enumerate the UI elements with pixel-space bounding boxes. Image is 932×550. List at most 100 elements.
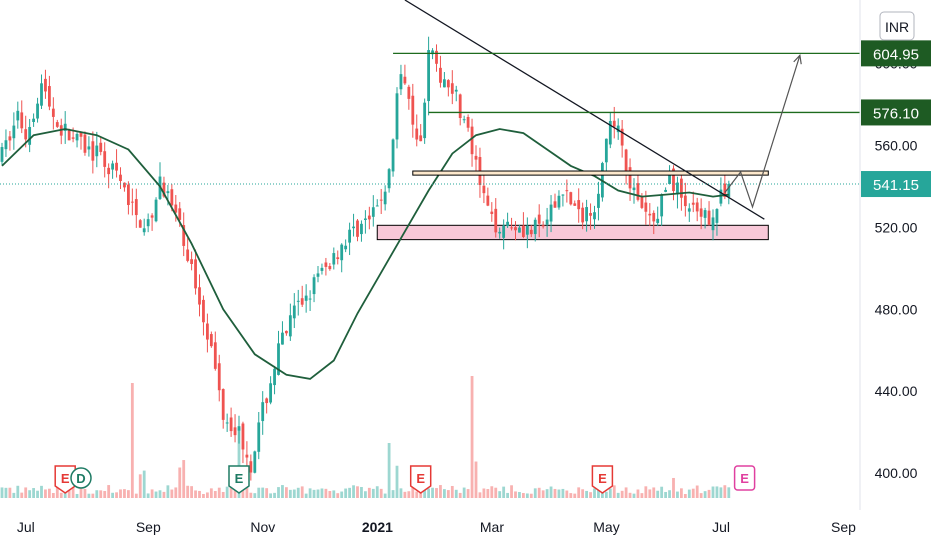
volume-bar: [470, 376, 474, 498]
candle-body: [229, 417, 233, 432]
volume-bar: [593, 488, 596, 498]
volume-bar: [186, 485, 190, 498]
volume-bar: [676, 491, 679, 498]
candle-body: [723, 183, 727, 197]
candle-body: [285, 330, 288, 334]
candle-body: [127, 184, 130, 206]
candle-body: [628, 167, 632, 189]
candle-body: [79, 132, 83, 137]
volume-bar: [67, 488, 71, 498]
volume-bar: [213, 491, 217, 498]
candle-body: [446, 80, 450, 88]
candle-body: [545, 219, 549, 225]
candle-body: [190, 259, 193, 264]
candle-body: [367, 215, 371, 220]
x-tick-label: Sep: [831, 519, 856, 535]
volume-bar: [174, 487, 178, 498]
volume-bar: [16, 485, 20, 498]
volume-bar: [364, 491, 367, 498]
volume-bar: [569, 493, 573, 498]
volume-bar: [529, 493, 533, 498]
volume-bar: [723, 485, 727, 498]
volume-bar: [194, 490, 197, 498]
volume-bar: [44, 489, 47, 498]
candle-body: [4, 140, 8, 150]
volume-bar: [727, 487, 731, 498]
candle-body: [281, 332, 284, 345]
candle-body: [573, 203, 577, 206]
candle-body: [217, 363, 221, 391]
volume-bar: [119, 489, 122, 498]
candle-body: [581, 207, 585, 223]
volume-bar: [427, 488, 430, 498]
volume-bar: [32, 488, 35, 498]
candle-body: [134, 199, 138, 216]
candle-body: [565, 190, 569, 192]
candle-body: [178, 208, 182, 220]
volume-bar: [458, 492, 462, 498]
price-label-text: 541.15: [873, 177, 919, 194]
price-label-bg: [861, 99, 931, 126]
candle-body: [624, 149, 628, 172]
volume-bar: [541, 490, 545, 498]
volume-bar: [474, 461, 478, 498]
volume-bar: [265, 488, 269, 498]
volume-bar: [636, 489, 640, 498]
currency-badge-text: INR: [885, 19, 909, 35]
volume-bar: [237, 428, 241, 498]
volume-bar: [36, 490, 39, 498]
candle-body: [170, 189, 174, 206]
volume-bar: [142, 470, 146, 498]
candle-body: [8, 136, 12, 141]
candle-body: [237, 426, 241, 431]
volume-bar: [462, 487, 466, 498]
candle-body: [593, 212, 596, 220]
volume-bar: [498, 491, 502, 498]
candle-body: [529, 229, 533, 235]
trendline: [404, 0, 765, 220]
projection-path: [724, 55, 801, 209]
candle-body: [683, 195, 687, 207]
y-tick-label: 400.00: [875, 465, 918, 481]
volume-bar: [332, 490, 336, 498]
candle-body: [261, 402, 265, 422]
price-label-text: 576.10: [873, 105, 919, 122]
earnings-badge: [409, 465, 432, 494]
candle-body: [265, 398, 269, 404]
x-tick-label: Sep: [136, 519, 161, 535]
volume-bar: [352, 485, 355, 498]
volume-bar: [672, 477, 675, 498]
volume-bar: [103, 490, 107, 498]
candle-body: [12, 125, 16, 139]
candle-body: [75, 133, 79, 141]
x-tick-label: 2021: [362, 519, 393, 535]
volume-bar: [620, 490, 624, 498]
candle-body: [557, 195, 561, 208]
volume-bar: [502, 486, 506, 498]
candle-body: [225, 422, 229, 424]
candle-body: [395, 93, 399, 140]
volume-bar: [486, 489, 490, 498]
earnings-marker: E: [591, 465, 614, 494]
volume-bar: [423, 487, 427, 498]
volume-bar: [664, 491, 667, 498]
candle-body: [533, 219, 537, 235]
volume-bar: [162, 491, 166, 498]
candle-body: [387, 169, 391, 189]
candle-body: [312, 277, 316, 295]
candle-body: [644, 202, 648, 212]
candle-body: [620, 128, 624, 146]
candle-body: [257, 422, 261, 452]
volume-bar: [640, 493, 644, 498]
volume-bar: [624, 487, 628, 498]
candle-body: [142, 228, 146, 233]
currency-badge[interactable]: INR: [879, 11, 915, 41]
candle-body: [198, 287, 201, 305]
candle-body: [344, 245, 348, 250]
volume-bar: [158, 490, 162, 498]
volume-bar: [668, 490, 671, 498]
volume-bar: [561, 488, 565, 498]
volume-bar: [202, 493, 205, 498]
